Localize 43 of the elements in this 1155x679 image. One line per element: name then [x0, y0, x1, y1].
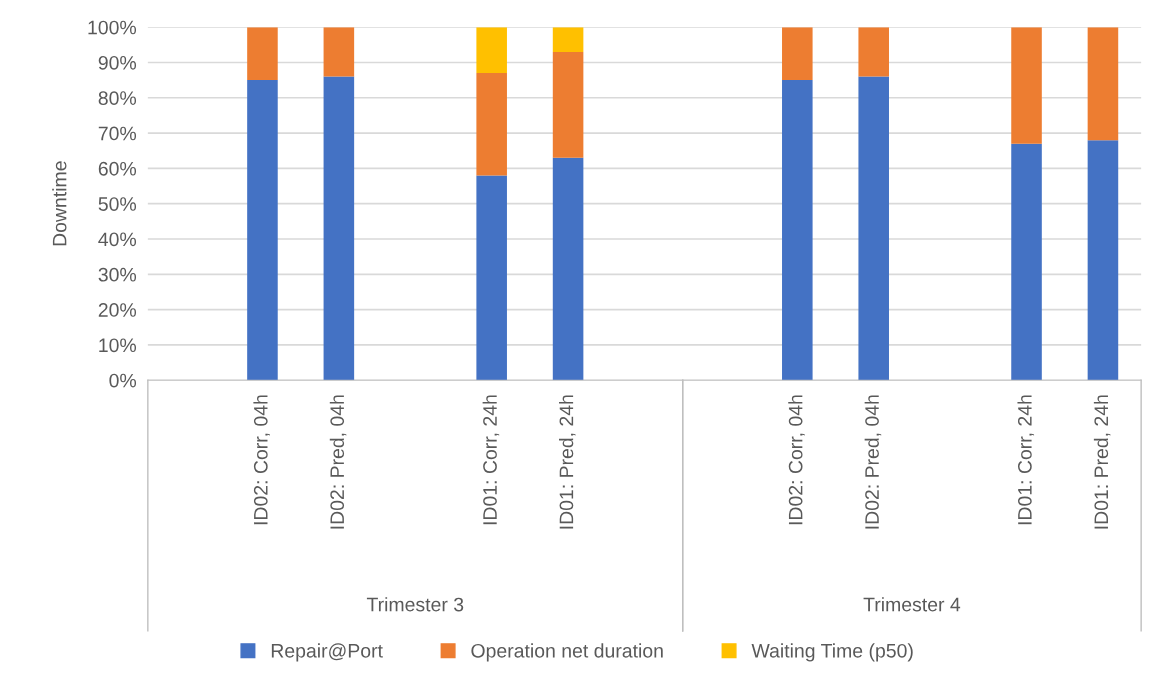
x-tick-label: ID01: Pred, 24h [559, 395, 576, 529]
bar [552, 27, 584, 52]
x-tick-label: ID01: Corr, 24h [1017, 395, 1035, 525]
bar [247, 80, 278, 381]
y-tick-label: 90% [98, 55, 137, 70]
y-axis-title: Downtime [52, 161, 67, 246]
y-tick-label: 70% [98, 126, 137, 141]
bar [1011, 143, 1042, 381]
y-tick-label: 100% [88, 20, 137, 35]
bar [782, 27, 813, 81]
x-tick-label: ID01: Pred, 24h [1093, 395, 1111, 529]
y-tick-label: 80% [98, 91, 137, 106]
bar [323, 27, 355, 77]
bar [476, 27, 507, 74]
y-tick-label: 60% [98, 161, 137, 176]
x-tick-label: ID02: Corr, 04h [253, 395, 270, 525]
y-tick-label: 20% [98, 303, 137, 317]
bar [247, 27, 278, 81]
legend-label: Repair@Port [271, 643, 383, 662]
y-tick-label: 30% [98, 267, 137, 282]
bar [858, 76, 889, 381]
x-tick-label: ID02: Pred, 04h [864, 395, 882, 529]
bar [1087, 27, 1119, 141]
y-tick-label: 10% [99, 338, 137, 353]
text: Trimester 3 [366, 597, 464, 612]
bar [858, 27, 889, 77]
bar [476, 175, 507, 381]
x-tick-label: ID01: Corr, 24h [482, 395, 500, 525]
y-tick-label: 0% [109, 373, 137, 388]
y-tick-label: 50% [98, 197, 137, 211]
x-tick-label: ID02: Pred, 04h [329, 395, 347, 529]
text: Trimester 4 [863, 597, 961, 612]
bar [1011, 27, 1042, 144]
bar [782, 80, 813, 381]
bar [1087, 140, 1119, 381]
bar [552, 157, 584, 381]
bar [323, 76, 355, 381]
bar [476, 73, 507, 176]
y-tick-label: 40% [98, 232, 137, 247]
bar [552, 51, 584, 158]
x-tick-label: ID02: Corr, 04h [788, 395, 805, 525]
legend-label: Operation net duration [471, 643, 663, 662]
legend-label: Waiting Time (p50) [751, 643, 913, 662]
